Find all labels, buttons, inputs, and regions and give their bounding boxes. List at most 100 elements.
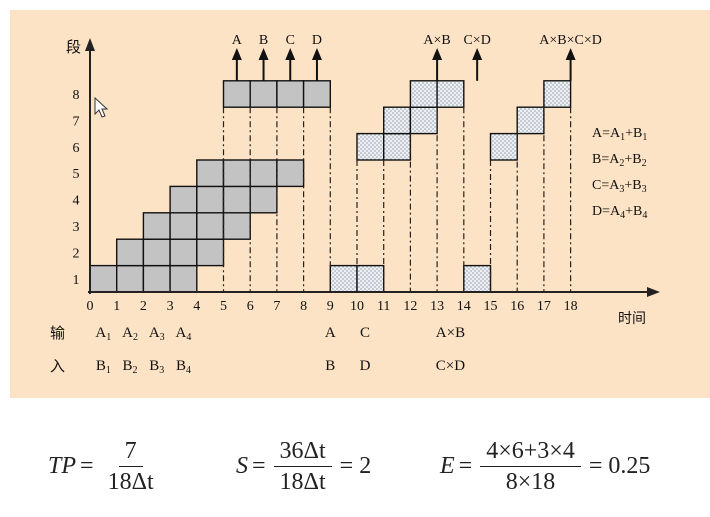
s-denominator: 18Δt	[279, 469, 326, 495]
dotted-cell-stage8-t17	[543, 80, 572, 108]
output-arrowhead	[285, 48, 296, 60]
gray-cell-stage5-t7	[276, 159, 305, 188]
s-numerator: 36Δt	[273, 438, 332, 467]
gray-cell-stage2-t4	[196, 238, 225, 267]
tp-numerator: 7	[118, 438, 143, 467]
gray-cell-stage5-t6	[249, 159, 278, 188]
e-numerator: 4×6+3×4	[480, 438, 581, 467]
y-tick-label: 8	[73, 88, 80, 103]
output-arrowhead	[472, 48, 483, 60]
gray-cell-stage3-t5	[222, 212, 251, 240]
input-row1-item: A3	[149, 325, 165, 343]
gray-cell-stage1-t0	[89, 264, 118, 293]
gray-cell-stage8-t8	[302, 80, 332, 108]
tp-lhs: TP	[48, 453, 77, 479]
gray-cell-stage2-t2	[142, 238, 171, 267]
x-tick-label: 3	[167, 299, 174, 314]
output-label: D	[312, 33, 322, 48]
tp-fraction: 7 18Δt	[102, 438, 160, 495]
input-row1-item: A×B	[436, 325, 465, 341]
y-axis-arrowhead	[85, 38, 95, 51]
y-tick-label: 1	[73, 273, 80, 288]
x-tick-label: 12	[403, 299, 417, 314]
definitions: A=A1+B1 B=A2+B2 C=A3+B3 D=A4+B4	[592, 126, 647, 221]
x-tick-label: 18	[564, 299, 578, 314]
input-row1-item: A2	[122, 325, 138, 343]
input-row1-item: A4	[176, 325, 192, 343]
gray-cell-stage5-t4	[196, 159, 225, 188]
gray-cell-stage8-t7	[276, 80, 305, 108]
gray-cell-stage4-t5	[222, 185, 251, 214]
x-tick-label: 15	[484, 299, 498, 314]
output-label: A×B	[423, 33, 450, 48]
gray-cell-stage3-t4	[196, 212, 225, 240]
y-tick-label: 3	[73, 220, 80, 235]
output-label: A×B×C×D	[539, 33, 602, 48]
input-row2-label: 入	[50, 357, 65, 375]
dotted-cell-stage6-t11	[383, 132, 412, 161]
x-tick-label: 17	[537, 299, 551, 314]
x-tick-label: 4	[193, 299, 200, 314]
dotted-cell-stage1-t9	[329, 264, 358, 293]
x-tick-label: 2	[140, 299, 147, 314]
output-label: C	[286, 33, 295, 48]
dash-dot-lines	[222, 107, 572, 292]
input-row2-item: D	[360, 358, 371, 374]
x-tick-label: 8	[300, 299, 307, 314]
dotted-cell-stage8-t12	[409, 80, 438, 108]
dotted-cell-stage7-t11	[383, 106, 412, 135]
output-label: A	[232, 33, 243, 48]
gray-cell-stage1-t2	[142, 264, 171, 293]
x-tick-label: 16	[510, 299, 524, 314]
gray-cell-stage4-t3	[169, 185, 198, 214]
gray-cell-stage4-t6	[249, 185, 278, 214]
x-axis-label: 时间	[618, 311, 646, 327]
gray-cell-stage2-t3	[169, 238, 198, 267]
efficiency-formula: E = 4×6+3×4 8×18 = 0.25	[440, 438, 650, 495]
definition-line: D=A4+B4	[592, 204, 647, 221]
input-row-label: 输	[50, 324, 65, 342]
x-tick-label: 13	[430, 299, 444, 314]
output-arrowhead	[231, 48, 242, 60]
input-row2-item: B3	[149, 358, 164, 376]
pipeline-grid	[89, 80, 572, 293]
output-arrows: A B C D A×B C×D A×B×C×D	[232, 33, 602, 81]
input-row2-item: B2	[123, 358, 138, 376]
output-arrowhead	[432, 48, 443, 60]
throughput-formula: TP = 7 18Δt	[48, 438, 164, 495]
input-row2-item: B1	[96, 358, 111, 376]
input-row1-item: A	[325, 325, 336, 341]
s-equals: =	[252, 453, 266, 479]
x-tick-label: 1	[113, 299, 120, 314]
x-tick-label: 14	[457, 299, 471, 314]
e-equals: =	[458, 453, 473, 479]
input-row2-item: C×D	[436, 358, 465, 374]
dotted-cell-stage8-t13	[436, 80, 465, 108]
output-arrowhead	[565, 48, 576, 60]
gray-cell-stage1-t1	[115, 264, 145, 293]
gray-cell-stage3-t2	[142, 212, 171, 240]
y-tick-label: 4	[73, 194, 80, 209]
x-tick-label: 11	[377, 299, 390, 314]
e-lhs: E	[440, 453, 455, 479]
input-row1-item: C	[360, 325, 370, 341]
gray-cell-stage5-t5	[222, 159, 251, 188]
x-tick-label: 10	[350, 299, 364, 314]
y-axis-label: 段	[66, 38, 81, 56]
axes: 段 时间	[66, 38, 660, 327]
dotted-cell-stage1-t10	[356, 264, 385, 293]
dotted-cell-stage6-t15	[489, 132, 518, 161]
x-tick-label: 5	[220, 299, 227, 314]
mouse-cursor-icon	[94, 96, 109, 118]
y-tick-label: 5	[73, 167, 80, 182]
x-tick-label: 7	[273, 299, 280, 314]
speedup-formula: S = 36Δt 18Δt = 2	[236, 438, 371, 495]
gray-cell-stage4-t4	[196, 185, 225, 214]
x-tick-label: 0	[87, 299, 94, 314]
tp-equals: =	[80, 453, 94, 479]
gray-cell-stage1-t3	[169, 264, 198, 293]
e-denominator: 8×18	[505, 469, 556, 495]
e-result: = 0.25	[588, 453, 651, 479]
output-label: C×D	[463, 33, 490, 48]
